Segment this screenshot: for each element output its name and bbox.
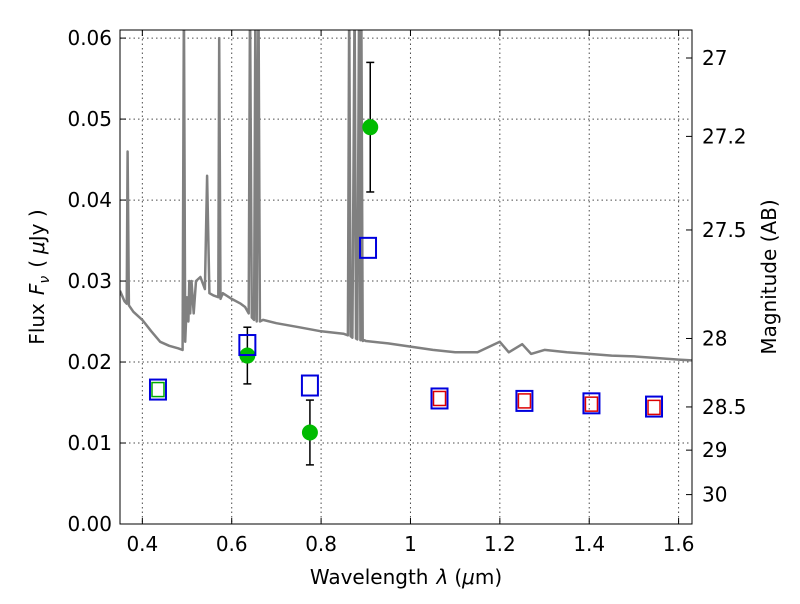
y-tick-label: 0.06 [67, 26, 112, 50]
x-tick-label: 1 [404, 532, 417, 556]
y2-axis-label: Magnitude (AB) [757, 199, 781, 354]
x-axis-label: Wavelength λ (μm) [310, 565, 502, 589]
y-tick-label: 0.01 [67, 431, 112, 455]
model-flux-square [645, 395, 664, 418]
y2-tick-label: 27.2 [702, 124, 747, 148]
model-flux-square [359, 236, 378, 259]
y2-tick-label: 29 [702, 438, 727, 462]
y2-tick-label: 30 [702, 483, 727, 507]
y2-tick-label: 28 [702, 326, 727, 350]
y-tick-label: 0.03 [67, 269, 112, 293]
model-flux-square [430, 387, 449, 410]
y-tick-label: 0.00 [67, 512, 112, 536]
x-tick-label: 0.8 [305, 532, 337, 556]
model-flux-square [238, 334, 257, 357]
data-markers [148, 61, 664, 466]
plot-background [120, 30, 692, 524]
plot-frame [119, 29, 693, 525]
model-flux-inner-square [517, 393, 532, 409]
y2-tick-label: 28.5 [702, 395, 747, 419]
y-tick-label: 0.02 [67, 350, 112, 374]
x-tick-label: 0.4 [126, 532, 158, 556]
model-flux-square [300, 374, 319, 397]
model-flux-square [582, 392, 601, 415]
y2-tick-label: 27.5 [702, 218, 747, 242]
model-flux-inner-square [151, 381, 165, 398]
x-tick-label: 1.2 [484, 532, 516, 556]
model-flux-square [148, 378, 167, 401]
model-flux-square [515, 389, 534, 412]
y-tick-label: 0.04 [67, 188, 112, 212]
data-series [120, 30, 692, 362]
y-tick-label: 0.05 [67, 107, 112, 131]
y2-tick-label: 27 [702, 46, 727, 70]
observed-flux-point [362, 119, 379, 136]
x-tick-label: 0.6 [216, 532, 248, 556]
y-axis-label: FluxFν(μJy ) [25, 209, 53, 344]
model-flux-inner-square [584, 396, 599, 412]
axis-ticks: 0.4 0.6 0.8 1 1.2 1.4 1.6 0.00 0.01 0.02 0.03 0.04 0… [67, 26, 746, 556]
model-flux-inner-square [647, 399, 661, 416]
x-tick-label: 1.4 [573, 532, 605, 556]
sed-model-line [120, 30, 692, 362]
x-tick-label: 1.6 [663, 532, 695, 556]
observed-flux-point [301, 424, 318, 441]
model-flux-inner-square [432, 390, 447, 407]
